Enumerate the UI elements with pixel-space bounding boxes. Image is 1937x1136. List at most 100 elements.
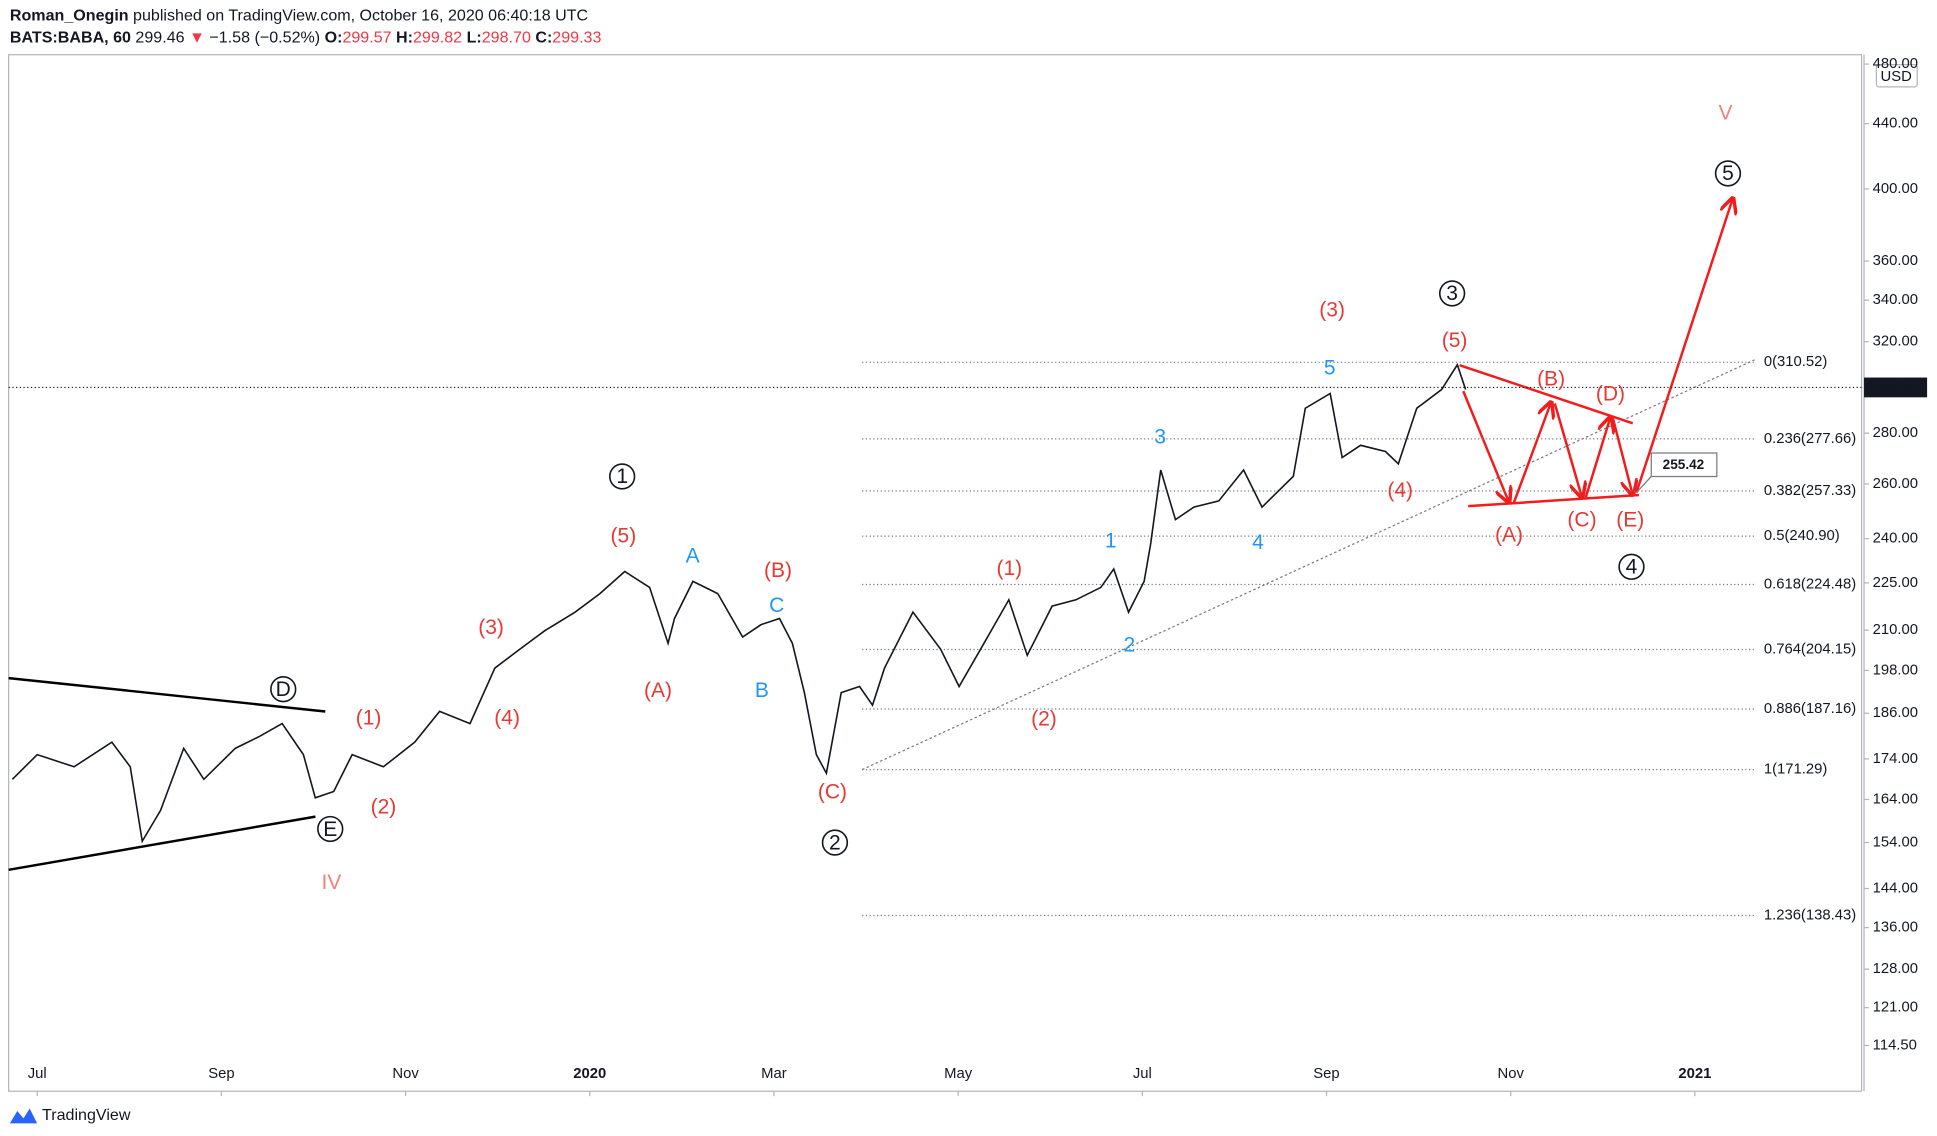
x-tick-label: Mar bbox=[761, 1066, 787, 1082]
branding: TradingView bbox=[42, 1106, 131, 1124]
wave-label: (A) bbox=[644, 679, 672, 702]
header-part: 298.70 bbox=[482, 29, 536, 47]
wave-circle bbox=[270, 676, 297, 703]
y-tick-label: 360.00 bbox=[1873, 253, 1918, 269]
wave-label: 1 bbox=[1105, 530, 1117, 553]
y-tick-label: 186.00 bbox=[1873, 705, 1918, 721]
wave-circle bbox=[821, 829, 849, 856]
header-part: C: bbox=[535, 29, 552, 47]
wave-label: (2) bbox=[371, 796, 397, 819]
plot-frame bbox=[8, 54, 1863, 1092]
header-part: published on TradingView.com, October 16… bbox=[129, 7, 589, 25]
fib-label: 1(171.29) bbox=[1764, 762, 1828, 778]
currency-box bbox=[1875, 63, 1918, 88]
y-tick-label: 240.00 bbox=[1873, 531, 1918, 547]
trend-line bbox=[861, 358, 1757, 771]
x-tick-label: May bbox=[944, 1066, 973, 1082]
x-tick-label: Sep bbox=[1313, 1066, 1339, 1082]
header-line-2: BATS:BABA, 60 299.46 ▼ −1.58 (−0.52%) O:… bbox=[10, 29, 602, 47]
y-tick-label: 210.00 bbox=[1873, 622, 1918, 638]
wave-label: (C) bbox=[818, 781, 847, 804]
arrow bbox=[1553, 403, 1582, 497]
wave-circle bbox=[1438, 280, 1466, 307]
y-tick-label: 174.00 bbox=[1873, 751, 1918, 767]
x-tick-label: 2021 bbox=[1678, 1066, 1711, 1082]
wave-circle bbox=[1618, 553, 1645, 580]
header-part: ▼ bbox=[189, 29, 205, 47]
y-tick-label: 154.00 bbox=[1873, 834, 1918, 850]
wave-label: 3 bbox=[1154, 426, 1166, 449]
y-tick-label: 440.00 bbox=[1873, 116, 1918, 132]
wave-label: (D) bbox=[1596, 382, 1625, 405]
y-tick-label: 280.00 bbox=[1873, 425, 1918, 441]
fib-label: 0(310.52) bbox=[1764, 354, 1828, 370]
arrow bbox=[1635, 198, 1732, 493]
wave-label: (C) bbox=[1567, 509, 1596, 532]
wave-label: 5 bbox=[1722, 162, 1734, 185]
fib-label: 0.886(187.16) bbox=[1764, 701, 1856, 717]
header-part: BATS:BABA, 60 bbox=[10, 29, 131, 47]
arrow bbox=[1462, 390, 1509, 502]
triangle-lower bbox=[8, 815, 316, 872]
projection bbox=[1459, 198, 1733, 508]
y-tick-label: 260.00 bbox=[1873, 476, 1918, 492]
header-part: −1.58 (−0.52%) bbox=[205, 29, 325, 47]
arrow bbox=[1584, 417, 1611, 498]
y-tick-label: 198.00 bbox=[1873, 662, 1918, 678]
x-tick-label: Nov bbox=[1497, 1066, 1524, 1082]
wave-label: (1) bbox=[996, 557, 1022, 580]
wave-label: (3) bbox=[1319, 298, 1345, 321]
header-line-1: Roman_Onegin published on TradingView.co… bbox=[10, 7, 588, 25]
wave-label: (B) bbox=[764, 559, 792, 582]
header-part: H: bbox=[396, 29, 413, 47]
wave-label: 1 bbox=[616, 465, 628, 488]
y-tick-label: 480.00 bbox=[1873, 56, 1918, 72]
fib-label: 0.618(224.48) bbox=[1764, 576, 1856, 592]
currency: USD bbox=[1881, 69, 1912, 85]
wave-label: IV bbox=[322, 871, 342, 894]
wave-label: 2 bbox=[1123, 633, 1135, 656]
wave-label: (5) bbox=[611, 525, 637, 548]
x-tick-label: Nov bbox=[392, 1066, 419, 1082]
x-tick-label: Sep bbox=[208, 1066, 234, 1082]
wave-label: (4) bbox=[1387, 479, 1413, 502]
arrow bbox=[1611, 418, 1633, 495]
header-part: O: bbox=[325, 29, 343, 47]
header-part: L: bbox=[467, 29, 482, 47]
wave-circle bbox=[608, 463, 636, 490]
wave-label: (2) bbox=[1031, 708, 1057, 731]
y-tick-label: 128.00 bbox=[1873, 961, 1918, 977]
wave-label: 3 bbox=[1446, 282, 1458, 305]
fib-label: 1.236(138.43) bbox=[1764, 907, 1856, 923]
wave-circle bbox=[317, 815, 344, 843]
wave-label: 4 bbox=[1252, 531, 1264, 554]
wave-label: (A) bbox=[1495, 523, 1523, 546]
x-tick-label: 2020 bbox=[573, 1066, 606, 1082]
wave-label: (3) bbox=[478, 616, 504, 639]
last-price-box bbox=[1864, 377, 1928, 398]
wave-label: (B) bbox=[1537, 368, 1565, 391]
y-tick-label: 144.00 bbox=[1873, 880, 1918, 896]
logo bbox=[9, 1108, 38, 1124]
arrow bbox=[1512, 402, 1551, 503]
wave-label: 5 bbox=[1324, 356, 1336, 379]
fib-label: 0.382(257.33) bbox=[1764, 483, 1856, 499]
wave-label: (5) bbox=[1442, 329, 1468, 352]
wave-label: A bbox=[686, 544, 700, 567]
wave-label: E bbox=[323, 818, 337, 841]
wave-label: D bbox=[276, 678, 291, 701]
fib-label: 0.764(204.15) bbox=[1764, 641, 1856, 657]
wave-label: 4 bbox=[1626, 556, 1638, 579]
last-price-label: 299.33 bbox=[1873, 379, 1918, 395]
y-tick-label: 320.00 bbox=[1873, 334, 1918, 350]
wave-label: C bbox=[769, 594, 784, 617]
wave-label: (1) bbox=[356, 706, 382, 729]
triangle-upper bbox=[8, 676, 326, 713]
y-tick-label: 340.00 bbox=[1873, 292, 1918, 308]
header-part: 299.33 bbox=[552, 29, 601, 47]
x-tick-label: Jul bbox=[1133, 1066, 1152, 1082]
header-part: 299.57 bbox=[342, 29, 396, 47]
y-tick-label: 121.00 bbox=[1873, 1000, 1918, 1016]
wave-label: (E) bbox=[1616, 509, 1644, 532]
